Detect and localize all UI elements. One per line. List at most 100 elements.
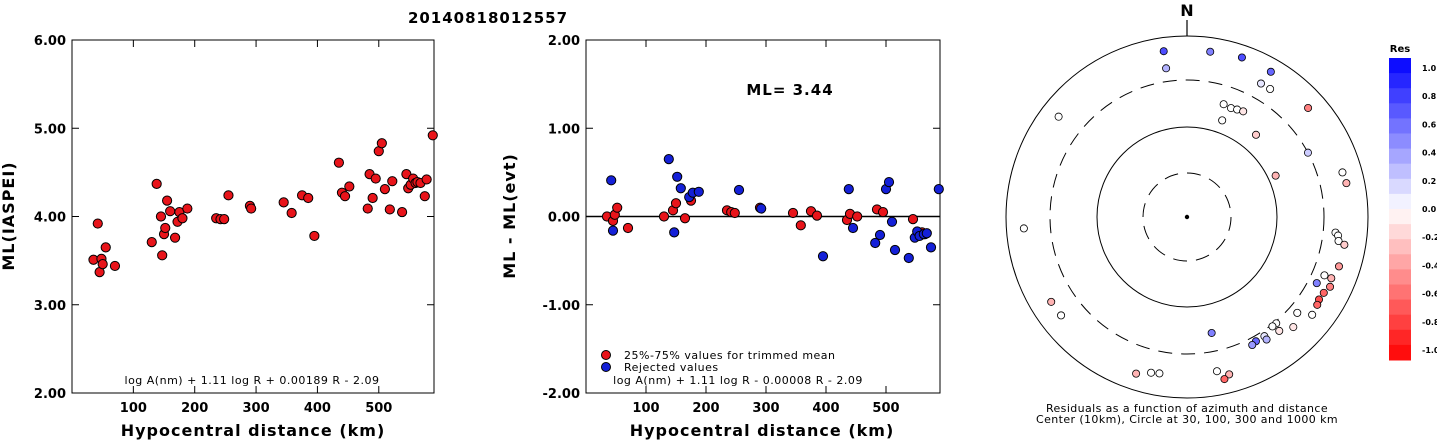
data-point — [421, 174, 432, 185]
data-point — [795, 220, 806, 231]
x-tick-label: 500 — [872, 401, 899, 416]
station-point — [1206, 47, 1215, 56]
colorbar-swatches — [1389, 58, 1411, 361]
colorbar-swatch — [1389, 58, 1411, 74]
x-tick-label: 200 — [181, 401, 208, 416]
legend-label-rejected: Rejected values — [624, 361, 719, 374]
residual-vs-distance-plot: -2.00 -1.00 0.00 1.00 2.00 100 200 300 400 500 M… — [500, 34, 944, 440]
data-point — [670, 198, 682, 209]
station-point — [1057, 311, 1066, 320]
y-tick-label: 0.00 — [548, 211, 580, 226]
data-point — [921, 228, 932, 239]
colorbar-swatch — [1389, 224, 1411, 240]
station-point — [1293, 308, 1302, 317]
x-tick-label: 400 — [812, 401, 839, 416]
data-point — [419, 191, 430, 202]
equation-label: log A(nm) + 1.11 log R + 0.00189 R - 2.0… — [125, 374, 380, 387]
y-tick-label: 2.00 — [548, 34, 580, 49]
data-point — [756, 203, 767, 214]
data-point — [693, 186, 704, 197]
x-axis-label: Hypocentral distance (km) — [121, 421, 386, 440]
data-point — [889, 244, 901, 256]
data-point — [339, 191, 351, 202]
data-point — [303, 192, 314, 204]
data-point — [663, 154, 674, 165]
data-point — [379, 184, 391, 195]
data-point — [886, 216, 898, 227]
data-point — [787, 207, 799, 219]
data-point — [933, 184, 944, 195]
y-tick-label: 4.00 — [34, 211, 66, 226]
data-points — [601, 154, 944, 264]
station-point — [1212, 367, 1221, 376]
data-point — [219, 214, 230, 225]
figure-title: 20140818012557 — [408, 9, 568, 27]
data-point — [367, 192, 378, 204]
data-point — [387, 176, 398, 187]
caption-line1: Residuals as a function of azimuth and d… — [1046, 402, 1328, 415]
data-point — [669, 227, 680, 238]
x-axis-label: Hypocentral distance (km) — [630, 421, 895, 440]
station-point — [1334, 236, 1343, 245]
y-tick-label: 2.00 — [34, 387, 66, 402]
x-tick-label: 300 — [752, 401, 779, 416]
colorbar-swatch — [1389, 118, 1411, 134]
station-point — [1218, 116, 1227, 125]
data-point — [870, 237, 881, 249]
y-axis-label: ML(IASPEI) — [0, 161, 18, 270]
station-point — [1326, 282, 1335, 291]
station-point — [1220, 375, 1229, 384]
x-axis: 100 200 300 400 500 — [632, 40, 900, 416]
colorbar-swatch — [1389, 88, 1411, 104]
colorbar-swatch — [1389, 344, 1411, 361]
colorbar-labels: 1.0 0.8 0.6 0.4 0.2 0.0 -0.2 -0.4 -0.6 -0.8 -1.0 — [1422, 64, 1437, 355]
data-point — [92, 218, 103, 229]
data-point — [169, 232, 181, 243]
legend: 25%-75% values for trimmed mean Rejected… — [601, 349, 835, 374]
colorbar-label: 0.2 — [1422, 177, 1436, 186]
data-point — [396, 206, 408, 218]
data-point — [286, 207, 297, 219]
x-tick-label: 100 — [632, 401, 659, 416]
station-point — [1304, 103, 1313, 112]
data-point — [672, 171, 683, 182]
data-point — [427, 130, 438, 141]
data-point — [146, 236, 157, 248]
data-point — [344, 181, 355, 192]
colorbar-label: -0.4 — [1422, 261, 1437, 270]
colorbar-swatch — [1389, 314, 1411, 331]
colorbar-label: -1.0 — [1422, 346, 1437, 355]
station-point — [1047, 297, 1056, 306]
colorbar-swatch — [1389, 193, 1411, 210]
data-point — [376, 138, 387, 149]
legend-marker-rejected — [601, 362, 611, 372]
y-tick-label: -1.00 — [543, 299, 580, 314]
y-axis: 2.00 3.00 4.00 5.00 6.00 — [34, 34, 434, 402]
station-point — [1319, 288, 1328, 297]
data-point — [883, 176, 895, 188]
data-point — [100, 242, 111, 253]
data-point — [622, 222, 634, 234]
y-axis-label: ML - ML(evt) — [500, 153, 519, 279]
data-point — [370, 173, 381, 184]
magnitude-vs-distance-plot: 2.00 3.00 4.00 5.00 6.00 100 200 300 400 500 Hyp… — [0, 34, 438, 440]
data-point — [847, 222, 859, 234]
ml-annotation: ML= 3.44 — [746, 81, 833, 99]
x-tick-label: 500 — [365, 401, 392, 416]
data-point — [165, 206, 176, 217]
station-point — [1132, 369, 1141, 378]
colorbar-swatch — [1389, 239, 1411, 255]
data-point — [852, 211, 863, 222]
station-point — [1155, 369, 1164, 378]
station-point — [1219, 100, 1228, 109]
station-point — [1334, 262, 1343, 271]
data-point — [675, 183, 686, 194]
azimuth-residual-plot: N Residuals as a function of azimuth and… — [1005, 1, 1369, 426]
data-point — [160, 222, 171, 234]
data-point — [182, 203, 193, 214]
x-axis: 100 200 300 400 500 — [120, 40, 392, 416]
colorbar-label: 0.8 — [1422, 92, 1437, 101]
data-point — [151, 178, 162, 189]
station-point — [1256, 79, 1265, 88]
